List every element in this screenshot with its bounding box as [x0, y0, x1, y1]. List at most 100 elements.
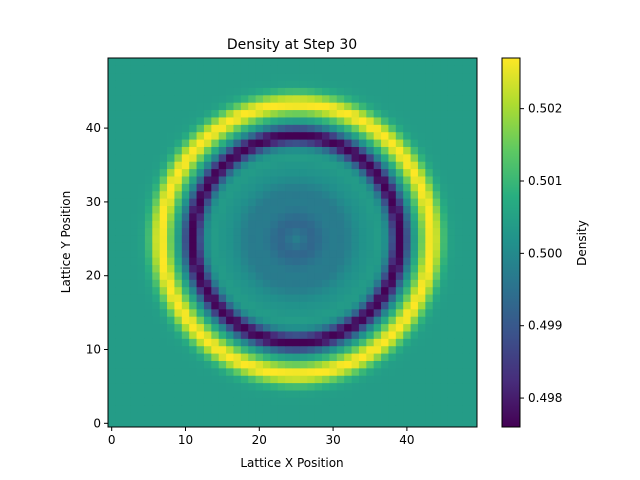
- heatmap-cell: [329, 72, 338, 81]
- heatmap-cell: [462, 382, 471, 391]
- heatmap-cell: [366, 102, 375, 111]
- heatmap-cell: [358, 212, 367, 221]
- heatmap-cell: [292, 382, 301, 391]
- heatmap-cell: [381, 257, 389, 266]
- heatmap-cell: [226, 331, 234, 339]
- heatmap-cell: [255, 419, 264, 428]
- heatmap-cell: [299, 316, 308, 325]
- heatmap-cell: [469, 301, 478, 310]
- heatmap-cell: [277, 212, 286, 221]
- heatmap-cell: [469, 94, 478, 103]
- heatmap-cell: [174, 80, 183, 88]
- heatmap-cell: [262, 80, 271, 88]
- heatmap-cell: [285, 139, 293, 147]
- heatmap-cell: [292, 124, 301, 133]
- heatmap-cell: [240, 338, 249, 347]
- heatmap-cell: [211, 198, 220, 206]
- heatmap-cell: [425, 257, 434, 266]
- heatmap-cell: [203, 316, 212, 325]
- heatmap-cell: [189, 87, 197, 96]
- heatmap-cell: [218, 190, 227, 199]
- heatmap-cell: [344, 308, 352, 317]
- heatmap-cell: [447, 65, 456, 74]
- heatmap-cell: [174, 249, 183, 258]
- heatmap-cell: [314, 87, 323, 96]
- heatmap-cell: [447, 153, 456, 162]
- heatmap-cell: [425, 65, 434, 74]
- heatmap-cell: [440, 117, 448, 125]
- heatmap-cell: [255, 404, 264, 413]
- heatmap-cell: [152, 235, 161, 243]
- heatmap-cell: [262, 286, 271, 295]
- heatmap-cell: [226, 353, 234, 361]
- heatmap-cell: [144, 301, 153, 310]
- heatmap-cell: [395, 58, 404, 66]
- heatmap-cell: [137, 65, 146, 74]
- heatmap-cell: [181, 161, 190, 170]
- heatmap-cell: [277, 390, 286, 398]
- heatmap-cell: [417, 397, 426, 406]
- heatmap-cell: [432, 205, 441, 214]
- heatmap-cell: [122, 161, 131, 170]
- heatmap-cell: [174, 198, 183, 206]
- heatmap-cell: [425, 117, 434, 125]
- heatmap-cell: [417, 205, 426, 214]
- heatmap-cell: [344, 345, 352, 354]
- heatmap-cell: [381, 323, 389, 332]
- heatmap-cell: [226, 360, 234, 369]
- heatmap-cell: [381, 124, 389, 133]
- heatmap-cell: [366, 146, 375, 155]
- heatmap-cell: [233, 198, 242, 206]
- heatmap-cell: [181, 205, 190, 214]
- heatmap-cell: [351, 161, 360, 170]
- heatmap-cell: [432, 404, 441, 413]
- heatmap-cell: [410, 286, 419, 295]
- heatmap-cell: [462, 139, 471, 147]
- heatmap-cell: [181, 72, 190, 81]
- heatmap-cell: [248, 367, 256, 376]
- heatmap-cell: [447, 419, 456, 428]
- heatmap-cell: [329, 87, 338, 96]
- heatmap-cell: [366, 390, 375, 398]
- heatmap-cell: [417, 65, 426, 74]
- heatmap-cell: [255, 94, 264, 103]
- heatmap-cell: [174, 139, 183, 147]
- heatmap-cell: [454, 242, 463, 251]
- heatmap-cell: [248, 279, 256, 288]
- heatmap-cell: [144, 397, 153, 406]
- heatmap-cell: [196, 58, 205, 66]
- heatmap-cell: [381, 183, 389, 192]
- heatmap-cell: [108, 124, 116, 133]
- heatmap-cell: [189, 412, 197, 421]
- heatmap-cell: [344, 235, 352, 243]
- heatmap-cell: [211, 353, 220, 361]
- heatmap-cell: [469, 279, 478, 288]
- heatmap-cell: [432, 345, 441, 354]
- heatmap-cell: [373, 235, 382, 243]
- heatmap-cell: [336, 390, 345, 398]
- heatmap-cell: [381, 419, 389, 428]
- heatmap-cell: [144, 58, 153, 66]
- heatmap-cell: [395, 294, 404, 302]
- heatmap-cell: [233, 404, 242, 413]
- heatmap-cell: [285, 301, 293, 310]
- heatmap-cell: [403, 139, 411, 147]
- heatmap-cell: [358, 87, 367, 96]
- heatmap-cell: [196, 279, 205, 288]
- heatmap-cell: [233, 367, 242, 376]
- heatmap-cell: [233, 353, 242, 361]
- heatmap-cell: [292, 117, 301, 125]
- heatmap-cell: [167, 80, 175, 88]
- heatmap-cell: [336, 397, 345, 406]
- heatmap-cell: [181, 109, 190, 118]
- heatmap-cell: [115, 124, 124, 133]
- heatmap-cell: [115, 249, 124, 258]
- heatmap-cell: [462, 316, 471, 325]
- heatmap-cell: [181, 257, 190, 266]
- heatmap-cell: [329, 212, 338, 221]
- heatmap-cell: [144, 331, 153, 339]
- heatmap-cell: [417, 139, 426, 147]
- heatmap-cell: [122, 286, 131, 295]
- heatmap-cell: [108, 264, 116, 273]
- heatmap-cell: [211, 412, 220, 421]
